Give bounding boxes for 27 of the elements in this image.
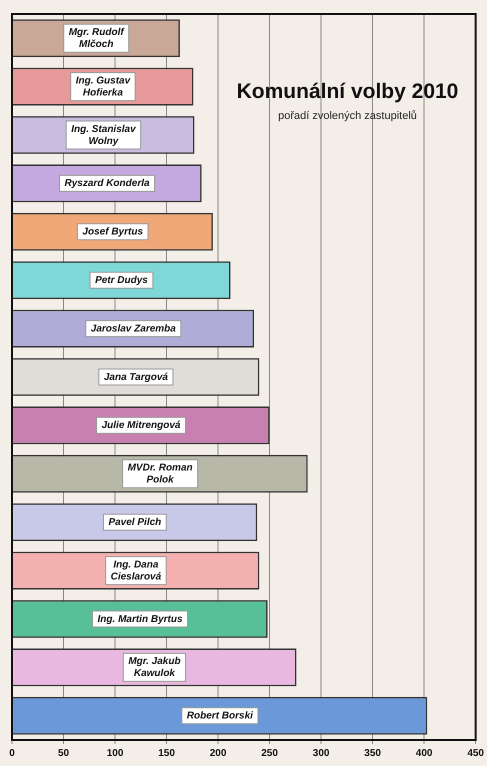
- y-tick-label: Jana Targová: [104, 372, 168, 383]
- y-tick-label: Julie Mitrengová: [102, 420, 181, 432]
- x-tick-label: 250: [261, 748, 278, 759]
- y-tick-label: Mgr. Jakub Kawulok: [128, 656, 181, 680]
- y-tick-label: Ryszard Konderla: [64, 178, 150, 190]
- x-tick-label: 50: [58, 748, 70, 759]
- x-tick-label: 150: [158, 748, 176, 759]
- y-tick-label: Ing. Gustav Hofierka: [76, 75, 132, 98]
- x-tick-label: 450: [467, 748, 484, 759]
- text: pořadí zvolených zastupitelů: [277, 110, 418, 122]
- y-tick-label: Ing. Stanislav Wolny: [71, 124, 138, 147]
- y-tick-label: Mgr. Rudolf Mlčoch: [68, 26, 126, 50]
- x-tick-label: 350: [364, 748, 382, 759]
- text: Komunální volby 2010: [236, 80, 460, 104]
- y-tick-label: Pavel Pilch: [108, 516, 162, 528]
- y-tick-label: Robert Borski: [186, 710, 254, 722]
- y-tick-label: Jaroslav Zaremba: [90, 323, 176, 334]
- y-tick-label: Ing. Martin Byrtus: [98, 614, 183, 625]
- y-tick-label: Josef Byrtus: [82, 226, 144, 238]
- y-tick-label: Petr Dudys: [95, 274, 148, 286]
- y-tick-label: Ing. Dana Cieslarová: [110, 559, 162, 582]
- x-tick-label: 0: [9, 748, 16, 759]
- x-tick-label: 300: [312, 748, 330, 759]
- x-tick-label: 200: [210, 748, 227, 759]
- x-tick-label: 100: [106, 748, 124, 759]
- x-tick-label: 400: [416, 748, 433, 759]
- y-tick-label: MVDr. Roman Polok: [128, 462, 193, 486]
